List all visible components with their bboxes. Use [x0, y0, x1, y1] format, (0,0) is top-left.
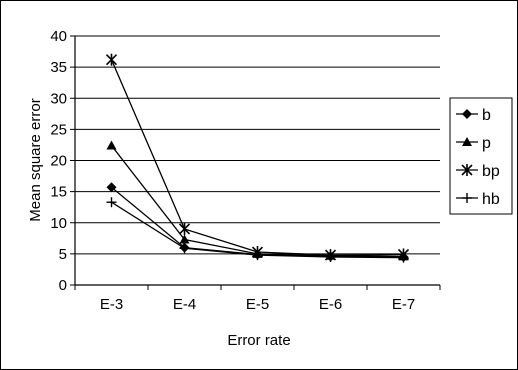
legend-marker-hb — [462, 193, 472, 203]
legend-item-bp: bp — [456, 163, 500, 180]
legend-label: hb — [482, 191, 500, 208]
legend-item-hb: hb — [456, 191, 500, 208]
x-tick-label: E-3 — [100, 296, 123, 313]
y-tick-label: 25 — [50, 121, 67, 138]
y-tick-label: 30 — [50, 90, 67, 107]
x-tick-label: E-6 — [319, 296, 342, 313]
x-axis-title: Error rate — [227, 332, 290, 349]
data-point-p — [106, 140, 117, 150]
legend-item-b: b — [456, 107, 491, 124]
series-hb — [106, 197, 409, 263]
legend-label: b — [482, 107, 491, 124]
y-tick-label: 5 — [59, 246, 67, 263]
x-tick-label: E-4 — [173, 296, 196, 313]
axes — [70, 35, 441, 290]
y-tick-label: 35 — [50, 59, 67, 76]
data-point-hb — [325, 251, 336, 262]
x-tick-label: E-5 — [246, 296, 269, 313]
legend-marker-p — [462, 137, 472, 146]
data-point-bp — [178, 222, 191, 235]
y-tick-label: 10 — [50, 215, 67, 232]
data-point-p — [179, 234, 190, 244]
legend-marker-b — [462, 109, 472, 119]
data-point-bp — [105, 53, 118, 66]
data-point-hb — [398, 252, 409, 263]
legend-label: bp — [482, 163, 500, 180]
legend-box — [449, 97, 513, 215]
data-point-b — [106, 182, 117, 193]
legend: bp bp hb — [449, 97, 513, 215]
y-tick-label: 0 — [59, 277, 67, 294]
x-tick-label: E-7 — [392, 296, 415, 313]
y-tick-label: 40 — [50, 28, 67, 45]
legend-marker-bp — [461, 164, 473, 176]
y-axis-title: Mean square error — [27, 98, 44, 221]
y-tick-label: 20 — [50, 153, 67, 170]
data-point-hb — [106, 197, 117, 208]
data-point-hb — [252, 250, 263, 261]
series-group — [105, 53, 410, 263]
y-tick-labels: 0 5 10 15 20 25 30 35 40 — [50, 28, 67, 294]
y-tick-label: 15 — [50, 184, 67, 201]
legend-label: p — [482, 135, 491, 152]
data-point-hb — [179, 243, 190, 254]
x-tick-labels: E-3 E-4 E-5 E-6 E-7 — [100, 296, 415, 313]
legend-item-p: p — [456, 135, 491, 152]
gridlines — [75, 35, 440, 255]
